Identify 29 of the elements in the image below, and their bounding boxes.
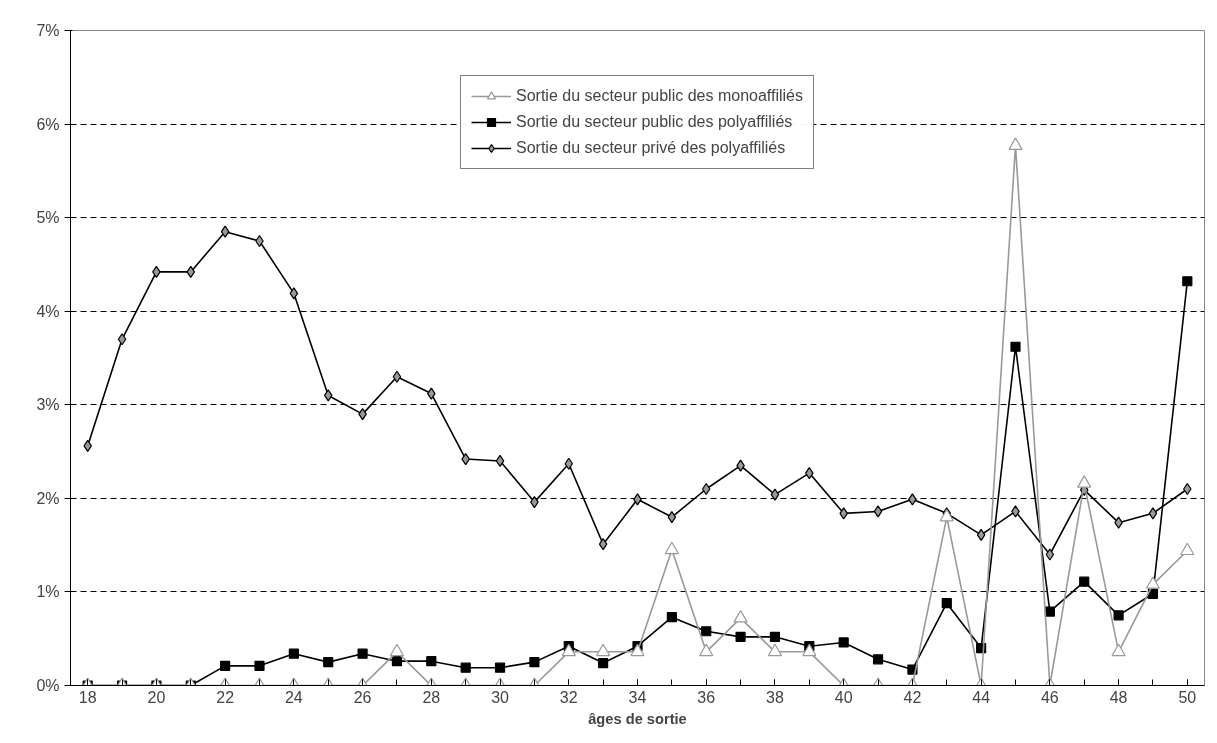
x-tick-label: 22: [216, 688, 235, 706]
x-tick-label: 18: [78, 688, 97, 706]
y-tick-label: 6%: [36, 115, 60, 133]
x-tick-label: 24: [284, 688, 303, 706]
x-tick-label: 50: [1178, 688, 1197, 706]
x-tick-label: 20: [147, 688, 166, 706]
x-tick-label: 42: [903, 688, 922, 706]
legend-label: Sortie du secteur public des polyaffiliés: [516, 113, 793, 131]
x-tick-label: 48: [1109, 688, 1128, 706]
x-tick-label: 32: [559, 688, 578, 706]
y-tick-label: 5%: [36, 209, 60, 227]
x-tick-label: 46: [1040, 688, 1059, 706]
x-tick-label: 38: [766, 688, 784, 706]
legend-label: Sortie du secteur public des monoaffiliés: [516, 87, 803, 105]
y-tick-label: 1%: [36, 583, 60, 601]
y-tick-label: 3%: [36, 396, 60, 414]
x-tick-label: 30: [491, 688, 510, 706]
y-tick-label: 4%: [36, 302, 60, 320]
x-tick-label: 28: [422, 688, 441, 706]
y-tick-label: 2%: [36, 489, 60, 507]
x-tick-label: 36: [697, 688, 716, 706]
x-axis-title: âges de sortie: [588, 710, 687, 727]
x-tick-label: 40: [834, 688, 853, 706]
legend-label: Sortie du secteur privé des polyaffiliés: [516, 139, 786, 157]
y-tick-label: 0%: [36, 677, 60, 694]
x-tick-label: 34: [628, 688, 647, 706]
x-tick-label: 26: [353, 688, 372, 706]
x-tick-label: 44: [972, 688, 991, 706]
y-tick-label: 7%: [36, 22, 60, 39]
